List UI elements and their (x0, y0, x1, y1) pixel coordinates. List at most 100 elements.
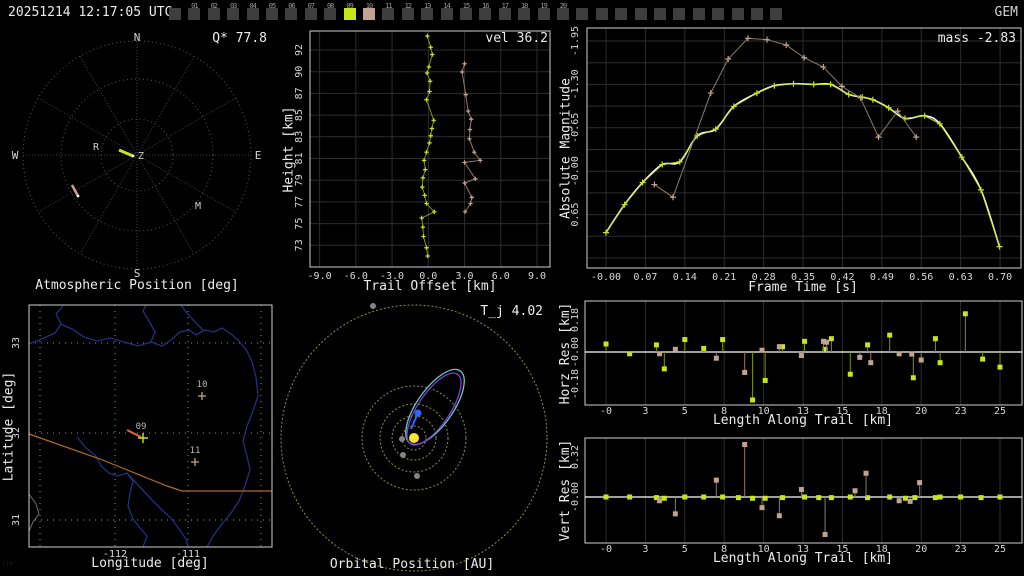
camera-toggle-blank[interactable] (576, 8, 589, 20)
svg-text:25: 25 (994, 406, 1006, 417)
camera-number-label: 19 (540, 2, 547, 10)
svg-text:M: M (195, 201, 201, 212)
svg-text:20: 20 (915, 544, 927, 555)
svg-text:R: R (93, 142, 100, 153)
camera-toggle-03[interactable]: 03 (227, 2, 240, 20)
svg-text:77: 77 (294, 196, 305, 208)
vertical-residuals-plot: -0 3 5 8 10 13 15 18 20 23 25 0.32 -0.00 (570, 437, 1023, 555)
svg-text:0.65: 0.65 (570, 203, 581, 227)
camera-toggle-20[interactable]: 20 (557, 2, 569, 20)
camera-toggle-10[interactable]: 10 (363, 2, 375, 20)
svg-text:-0.18: -0.18 (570, 369, 581, 399)
svg-text:-111: -111 (176, 549, 200, 560)
camera-toggle-blank[interactable] (751, 8, 763, 20)
svg-text:9.0: 9.0 (528, 271, 546, 282)
svg-text:75: 75 (294, 218, 305, 230)
svg-text:0.63: 0.63 (949, 272, 973, 283)
svg-text:0.70: 0.70 (988, 272, 1012, 283)
camera-toggle-08[interactable]: 08 (324, 2, 337, 20)
camera-toggle-11[interactable]: 11 (382, 2, 395, 20)
svg-text:10: 10 (758, 544, 770, 555)
svg-text:79: 79 (294, 174, 305, 186)
svg-text:3: 3 (642, 544, 648, 555)
svg-text:13: 13 (797, 406, 809, 417)
svg-text:10: 10 (197, 380, 208, 390)
camera-number-label: 02 (210, 2, 218, 10)
svg-text:0.07: 0.07 (633, 272, 657, 283)
camera-toggle-14[interactable]: 14 (440, 2, 453, 20)
camera-toggle-04[interactable]: 04 (246, 2, 259, 20)
svg-text:81: 81 (294, 152, 305, 164)
svg-text:-1.95: -1.95 (570, 26, 581, 56)
camera-toggle-18[interactable]: 18 (518, 2, 531, 20)
camera-number-label: 11 (385, 2, 392, 10)
svg-text:0.28: 0.28 (752, 272, 776, 283)
camera-number-label: 05 (268, 2, 276, 10)
svg-text:-0.00: -0.00 (570, 337, 581, 367)
camera-number-label: 17 (501, 2, 509, 10)
trail-xaxis-title: Trail Offset [km] (363, 279, 497, 294)
camera-toggle-blank[interactable] (615, 8, 628, 20)
camera-toggle-blank[interactable] (654, 8, 666, 20)
svg-text:23: 23 (955, 406, 967, 417)
camera-number-label: 15 (462, 2, 470, 10)
horz-res-xaxis-title: Length Along Trail [km] (712, 413, 893, 428)
svg-text:-9.0: -9.0 (308, 271, 332, 282)
svg-text:0.32: 0.32 (570, 445, 581, 469)
svg-text:18: 18 (876, 406, 888, 417)
camera-toggle-blank[interactable] (595, 8, 608, 20)
svg-text:0.0: 0.0 (419, 271, 437, 282)
camera-toggle-12[interactable]: 12 (401, 2, 414, 20)
svg-text:0.21: 0.21 (712, 272, 736, 283)
camera-toggle-16[interactable]: 16 (479, 2, 492, 20)
map-yaxis-title: Latitude [deg] (1, 371, 17, 482)
horz-res-yaxis-title: Horz Res [km] (558, 302, 573, 405)
camera-toggle-blank[interactable] (770, 8, 783, 20)
convergence-angle-readout: Q* 77.8 (212, 31, 267, 46)
svg-text:18: 18 (876, 544, 888, 555)
camera-toggle-blank[interactable] (712, 8, 725, 20)
svg-text:20: 20 (915, 406, 927, 417)
camera-number-label: 06 (288, 2, 295, 10)
horizontal-residuals-plot: -0 3 5 8 10 13 15 18 20 23 25 0.18 -0.00 -0.18 (570, 300, 1023, 417)
svg-text:15: 15 (836, 406, 848, 417)
camera-toggle-02[interactable]: 02 (207, 2, 220, 20)
camera-toggle-blank[interactable] (634, 8, 647, 20)
camera-number-label: 08 (326, 2, 334, 10)
camera-number-label: 10 (365, 2, 373, 10)
camera-toggle-blank[interactable] (169, 8, 181, 20)
svg-text:83: 83 (294, 131, 305, 143)
svg-text:6.0: 6.0 (492, 271, 510, 282)
corner-watermark: rje (2, 560, 13, 567)
camera-toggle-blank[interactable] (673, 8, 686, 20)
camera-toggle-17[interactable]: 17 (498, 2, 511, 20)
svg-text:90: 90 (294, 66, 305, 78)
camera-toggle-07[interactable]: 07 (304, 2, 317, 20)
camera-toggle-blank[interactable] (692, 8, 705, 20)
svg-text:13: 13 (797, 544, 809, 555)
camera-toggle-09[interactable]: 09 (343, 2, 356, 20)
camera-number-label: 04 (249, 2, 256, 10)
svg-text:25: 25 (994, 544, 1006, 555)
svg-text:8: 8 (721, 406, 727, 417)
camera-toggle-15[interactable]: 15 (460, 2, 472, 20)
svg-text:-0: -0 (600, 544, 612, 555)
svg-text:92: 92 (294, 44, 305, 56)
camera-toggle-blank[interactable] (731, 8, 744, 20)
svg-text:31: 31 (11, 514, 22, 526)
utc-timestamp: 20251214 12:17:05 UTC (8, 5, 173, 20)
svg-text:0.14: 0.14 (673, 272, 697, 283)
camera-number-label: 01 (191, 2, 198, 10)
camera-toggle-06[interactable]: 06 (285, 2, 298, 20)
svg-text:-3.0: -3.0 (380, 271, 404, 282)
camera-toggle-19[interactable]: 19 (537, 2, 550, 20)
velocity-readout: vel 36.2 (485, 31, 548, 46)
light-curve-plot: -0.00 0.07 0.14 0.21 0.28 0.35 0.42 0.49 0.56 0.6… (570, 26, 1022, 283)
svg-text:87: 87 (294, 87, 305, 99)
camera-toggle-01[interactable]: 01 (188, 2, 201, 20)
camera-number-label: 20 (559, 2, 567, 10)
svg-text:0.56: 0.56 (909, 272, 933, 283)
camera-toggle-13[interactable]: 13 (421, 2, 434, 20)
camera-toggle-05[interactable]: 05 (266, 2, 278, 20)
